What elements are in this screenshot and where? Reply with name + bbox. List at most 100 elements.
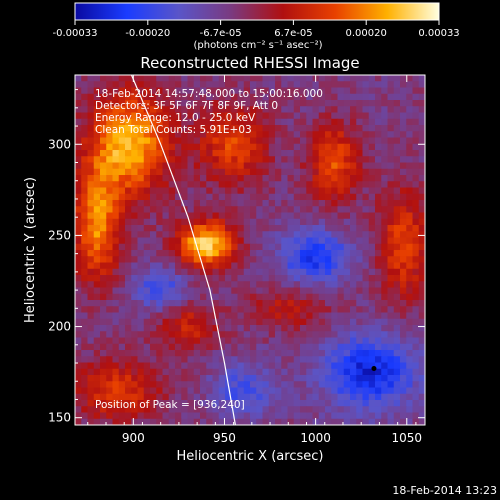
heatmap-cell [175,131,182,139]
heatmap-cell [362,225,370,232]
heatmap-cell [318,137,326,145]
heatmap-cell [293,356,301,364]
heatmap-cell [256,206,264,214]
heatmap-cell [181,356,189,364]
heatmap-cell [350,275,357,282]
heatmap-cell [281,387,289,395]
heatmap-cell [93,368,101,376]
heatmap-cell [393,200,401,207]
heatmap-cell [168,131,176,139]
heatmap-cell [200,168,207,176]
heatmap-cell [387,281,395,289]
heatmap-cell [187,375,195,382]
heatmap-cell [75,218,82,226]
heatmap-cell [400,381,407,389]
heatmap-cell [218,418,226,425]
heatmap-cell [175,393,182,401]
heatmap-cell [300,356,307,364]
heatmap-cell [168,168,176,176]
heatmap-cell [406,375,414,382]
heatmap-cell [237,362,245,370]
heatmap-cell [300,175,307,182]
heatmap-cell [275,275,282,282]
heatmap-cell [212,156,220,164]
heatmap-cell [281,175,289,182]
heatmap-cell [406,250,414,257]
heatmap-cell [193,281,201,289]
heatmap-cell [337,100,345,107]
heatmap-cell [375,206,382,214]
heatmap-cell [75,93,82,101]
heatmap-cell [93,268,101,276]
heatmap-cell [175,87,182,95]
heatmap-cell [150,212,157,220]
heatmap-cell [162,137,170,145]
heatmap-cell [418,275,425,282]
heatmap-cell [243,187,251,195]
heatmap-cell [187,193,195,201]
heatmap-cell [231,200,239,207]
heatmap-cell [237,306,245,314]
heatmap-cell [343,406,351,414]
heatmap-cell [250,343,257,351]
heatmap-cell [356,262,364,270]
heatmap-cell [237,206,245,214]
heatmap-cell [387,256,395,264]
heatmap-cell [212,343,220,351]
heatmap-cell [331,387,339,395]
heatmap-cell [300,81,307,89]
heatmap-cell [268,381,276,389]
heatmap-cell [106,162,114,170]
heatmap-cell [362,281,370,289]
heatmap-cell [237,312,245,320]
heatmap-cell [356,243,364,251]
heatmap-cell [318,256,326,264]
heatmap-cell [331,175,339,182]
heatmap-cell [387,225,395,232]
heatmap-cell [218,87,226,95]
heatmap-cell [350,293,357,301]
heatmap-cell [368,93,376,101]
heatmap-cell [112,93,120,101]
heatmap-cell [387,112,395,120]
heatmap-cell [412,306,420,314]
heatmap-cell [268,287,276,295]
heatmap-cell [368,131,376,139]
heatmap-cell [87,162,95,170]
heatmap-cell [337,162,345,170]
heatmap-cell [118,225,126,232]
heatmap-cell [93,193,101,201]
heatmap-cell [250,162,257,170]
heatmap-cell [343,237,351,245]
heatmap-cell [306,112,314,120]
heatmap-cell [112,325,120,332]
heatmap-cell [393,275,401,282]
heatmap-cell [268,281,276,289]
heatmap-cell [143,200,151,207]
heatmap-cell [225,306,232,314]
heatmap-cell [125,250,132,257]
heatmap-cell [181,143,189,151]
heatmap-cell [268,356,276,364]
heatmap-cell [100,250,107,257]
heatmap-cell [331,162,339,170]
heatmap-cell [281,275,289,282]
heatmap-cell [412,250,420,257]
heatmap-cell [350,200,357,207]
heatmap-cell [281,318,289,326]
heatmap-cell [268,362,276,370]
heatmap-cell [225,200,232,207]
heatmap-cell [362,268,370,276]
heatmap-cell [418,231,425,239]
heatmap-cell [331,100,339,107]
heatmap-cell [418,368,425,376]
heatmap-cell [81,268,89,276]
heatmap-cell [418,287,425,295]
heatmap-cell [362,318,370,326]
heatmap-cell [131,156,139,164]
heatmap-cell [118,337,126,345]
heatmap-cell [418,181,425,189]
heatmap-cell [175,168,182,176]
heatmap-cell [275,306,282,314]
heatmap-cell [156,100,164,107]
